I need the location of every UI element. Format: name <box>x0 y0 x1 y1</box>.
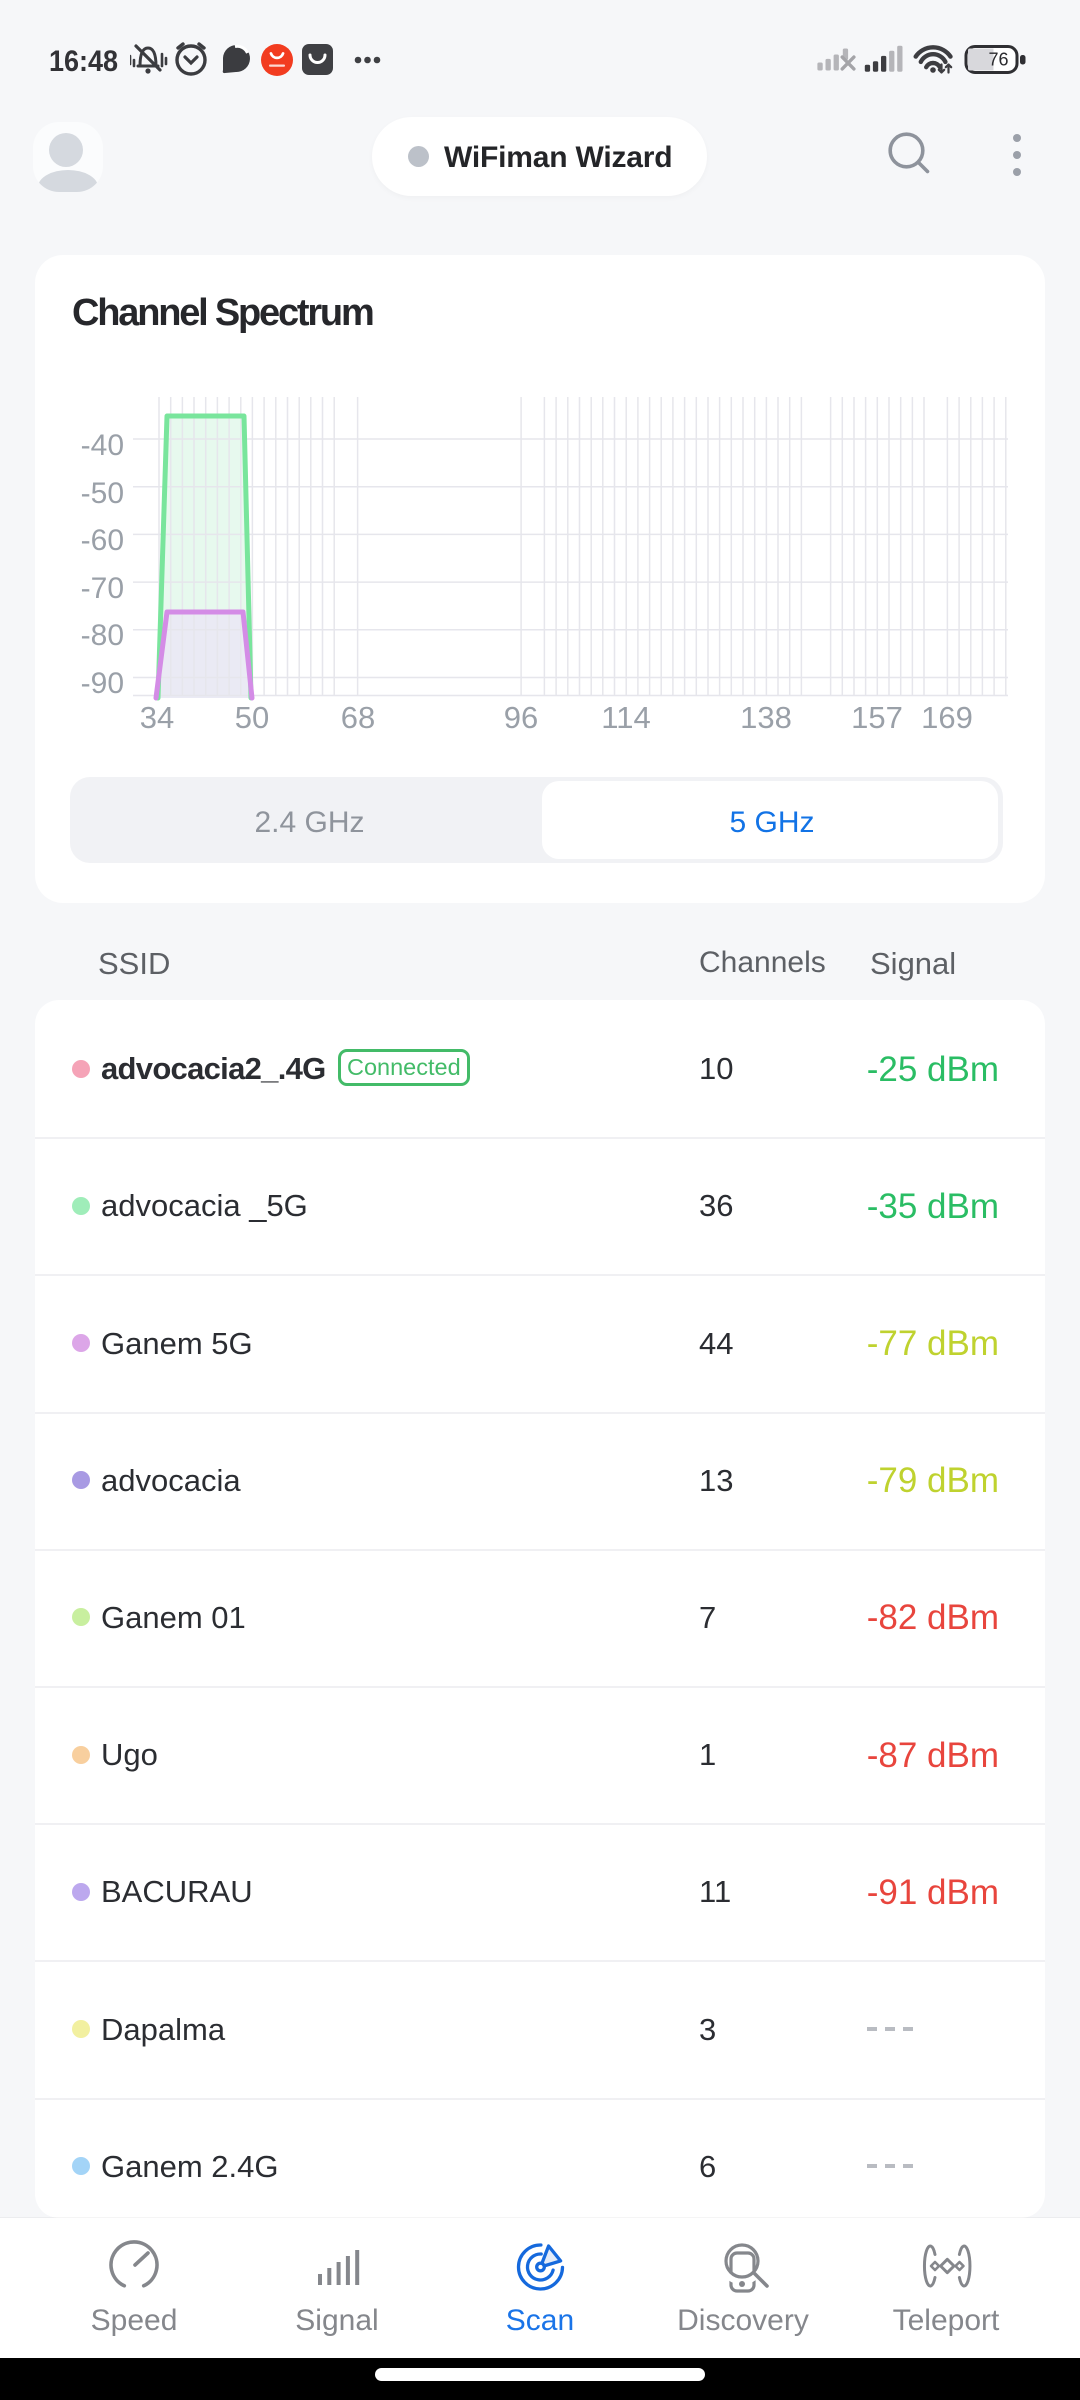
svg-text:169: 169 <box>921 700 973 735</box>
svg-text:-50: -50 <box>81 477 124 510</box>
svg-text:68: 68 <box>341 700 375 735</box>
svg-text:-90: -90 <box>81 667 124 700</box>
svg-text:138: 138 <box>740 700 792 735</box>
svg-text:157: 157 <box>851 700 903 735</box>
svg-text:-70: -70 <box>81 572 124 605</box>
svg-text:-60: -60 <box>81 524 124 557</box>
svg-text:50: 50 <box>235 700 269 735</box>
svg-text:34: 34 <box>140 700 174 735</box>
svg-text:76: 76 <box>988 50 1008 70</box>
svg-text:-40: -40 <box>81 429 124 462</box>
svg-text:-80: -80 <box>81 619 124 652</box>
svg-text:96: 96 <box>504 700 538 735</box>
svg-text:114: 114 <box>601 700 650 735</box>
